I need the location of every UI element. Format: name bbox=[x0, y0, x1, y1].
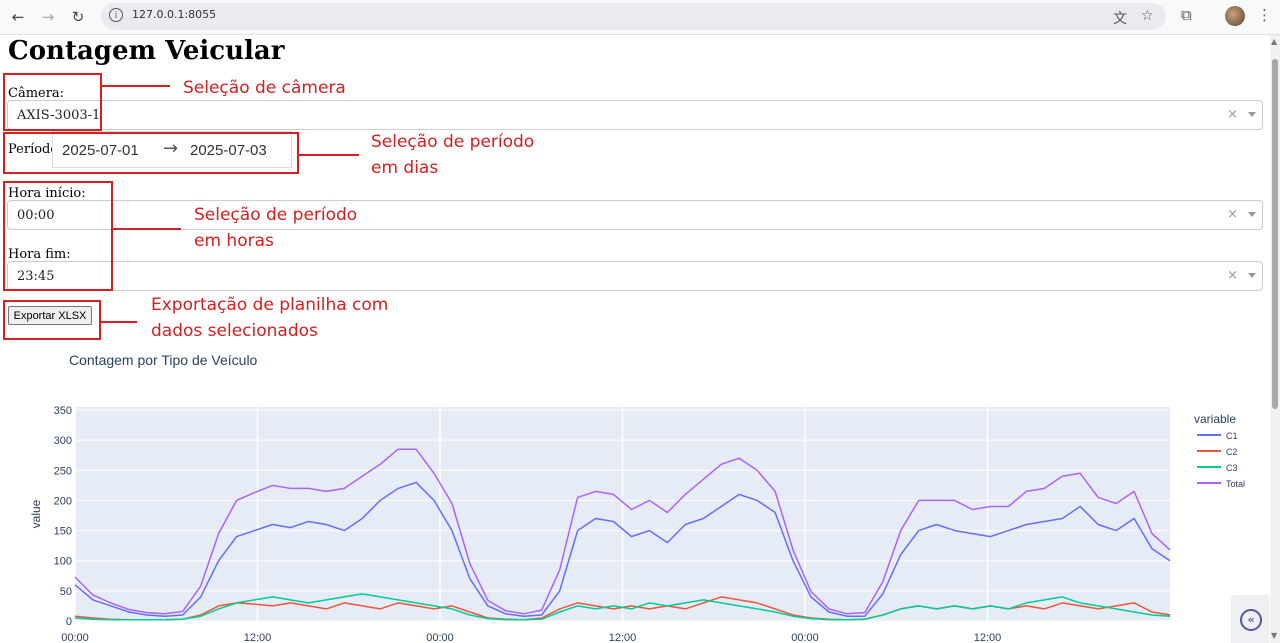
url-text: 127.0.0.1:8055 bbox=[132, 8, 217, 21]
browser-toolbar: ← → ↻ i 127.0.0.1:8055 文 ☆ ⧉ ⋮ bbox=[0, 0, 1280, 35]
hour-end-label: Hora fim: bbox=[8, 247, 71, 262]
hours-annotation-line bbox=[113, 228, 181, 230]
camera-annotation-box bbox=[3, 73, 102, 131]
series-line-total bbox=[74, 448, 1171, 615]
y-tick-label: 0 bbox=[66, 616, 72, 628]
x-tick-label: 00:00 bbox=[791, 632, 819, 643]
y-tick-label: 100 bbox=[54, 556, 72, 568]
reload-icon[interactable]: ↻ bbox=[71, 8, 85, 26]
double-chevron-left-icon: « bbox=[1240, 609, 1262, 631]
hour-end-value: 23:45 bbox=[17, 269, 55, 284]
legend-label-c3: C3 bbox=[1226, 463, 1238, 473]
y-tick-label: 300 bbox=[54, 435, 72, 447]
hour-end-dropdown[interactable]: 23:45 × bbox=[7, 261, 1263, 291]
hour-start-dropdown[interactable]: 00:00 × bbox=[7, 200, 1263, 230]
y-tick-label: 350 bbox=[54, 405, 72, 417]
page-scrollbar[interactable]: ▲ ▼ bbox=[1270, 35, 1280, 643]
camera-dropdown[interactable]: AXIS-3003-1 × bbox=[7, 100, 1263, 130]
export-annotation-text-1: Exportação de planilha com bbox=[151, 295, 389, 315]
legend-label-c2: C2 bbox=[1226, 447, 1238, 457]
camera-annotation-line bbox=[102, 85, 170, 87]
clear-icon[interactable]: × bbox=[1227, 207, 1238, 222]
line-chart: 0 50 100 150 200 250 300 350 00:00 12:00 00:00 12:0… bbox=[29, 405, 1245, 643]
start-date-input[interactable]: 2025-07-01 bbox=[62, 142, 139, 159]
avatar[interactable] bbox=[1225, 6, 1245, 26]
translate-icon[interactable]: 文 bbox=[1113, 11, 1127, 27]
back-arrow-icon[interactable]: ← bbox=[11, 8, 25, 26]
y-tick-label: 50 bbox=[60, 586, 72, 598]
forward-arrow-icon[interactable]: → bbox=[41, 8, 55, 26]
period-annotation-line bbox=[299, 154, 359, 156]
date-range-picker[interactable]: 2025-07-01 → 2025-07-03 bbox=[52, 131, 292, 168]
camera-annotation-text: Seleção de câmera bbox=[183, 78, 346, 98]
page-title: Contagem Veicular bbox=[8, 36, 285, 66]
camera-label: Câmera: bbox=[8, 86, 65, 101]
y-axis-label: value bbox=[29, 499, 43, 528]
x-tick-label: 12:00 bbox=[244, 632, 272, 643]
export-annotation-box bbox=[3, 300, 101, 340]
chevron-down-icon[interactable] bbox=[1248, 112, 1256, 117]
clear-icon[interactable]: × bbox=[1227, 268, 1238, 283]
period-label: Período: bbox=[8, 142, 63, 157]
scroll-down-icon[interactable]: ▼ bbox=[1271, 631, 1278, 640]
period-annotation-box bbox=[3, 132, 299, 174]
legend-title: variable bbox=[1194, 412, 1236, 426]
end-date-input[interactable]: 2025-07-03 bbox=[190, 142, 267, 159]
y-tick-label: 200 bbox=[54, 495, 72, 507]
collapse-panel-button[interactable]: « bbox=[1231, 595, 1269, 643]
period-annotation-text-1: Seleção de período bbox=[371, 132, 535, 152]
chevron-down-icon[interactable] bbox=[1248, 212, 1256, 217]
x-tick-label: 12:00 bbox=[609, 632, 637, 643]
x-tick-label: 00:00 bbox=[426, 632, 454, 643]
hours-annotation-text-2: em horas bbox=[194, 231, 274, 251]
star-icon[interactable]: ☆ bbox=[1141, 8, 1154, 24]
scroll-up-icon[interactable]: ▲ bbox=[1271, 37, 1278, 46]
hours-annotation-text-1: Seleção de período bbox=[194, 205, 358, 225]
puzzle-icon[interactable]: ⧉ bbox=[1181, 6, 1192, 24]
export-annotation-line bbox=[101, 321, 137, 323]
clear-icon[interactable]: × bbox=[1227, 107, 1238, 122]
kebab-menu-icon[interactable]: ⋮ bbox=[1257, 6, 1272, 24]
period-annotation-text-2: em dias bbox=[371, 158, 439, 178]
legend-label-c1: C1 bbox=[1226, 431, 1238, 441]
legend-label-total: Total bbox=[1226, 479, 1245, 489]
hour-start-value: 00:00 bbox=[17, 208, 55, 223]
site-info-icon[interactable]: i bbox=[109, 8, 123, 22]
y-tick-label: 250 bbox=[54, 465, 72, 477]
chevron-down-icon[interactable] bbox=[1248, 273, 1256, 278]
x-tick-label: 00:00 bbox=[61, 632, 89, 643]
hours-annotation-box bbox=[3, 181, 113, 291]
y-tick-label: 150 bbox=[54, 526, 72, 538]
series-line-c3 bbox=[74, 593, 1171, 621]
scroll-thumb[interactable] bbox=[1272, 59, 1278, 409]
chart-title: Contagem por Tipo de Veículo bbox=[69, 352, 258, 368]
address-bar[interactable]: i 127.0.0.1:8055 文 ☆ bbox=[101, 3, 1166, 30]
hour-start-label: Hora início: bbox=[8, 186, 86, 201]
export-xlsx-button[interactable]: Exportar XLSX bbox=[8, 306, 92, 325]
export-annotation-text-2: dados selecionados bbox=[151, 321, 318, 341]
series-line-c1 bbox=[74, 481, 1171, 617]
date-range-arrow-icon: → bbox=[163, 138, 179, 159]
x-tick-label: 12:00 bbox=[974, 632, 1002, 643]
camera-value: AXIS-3003-1 bbox=[17, 108, 101, 123]
